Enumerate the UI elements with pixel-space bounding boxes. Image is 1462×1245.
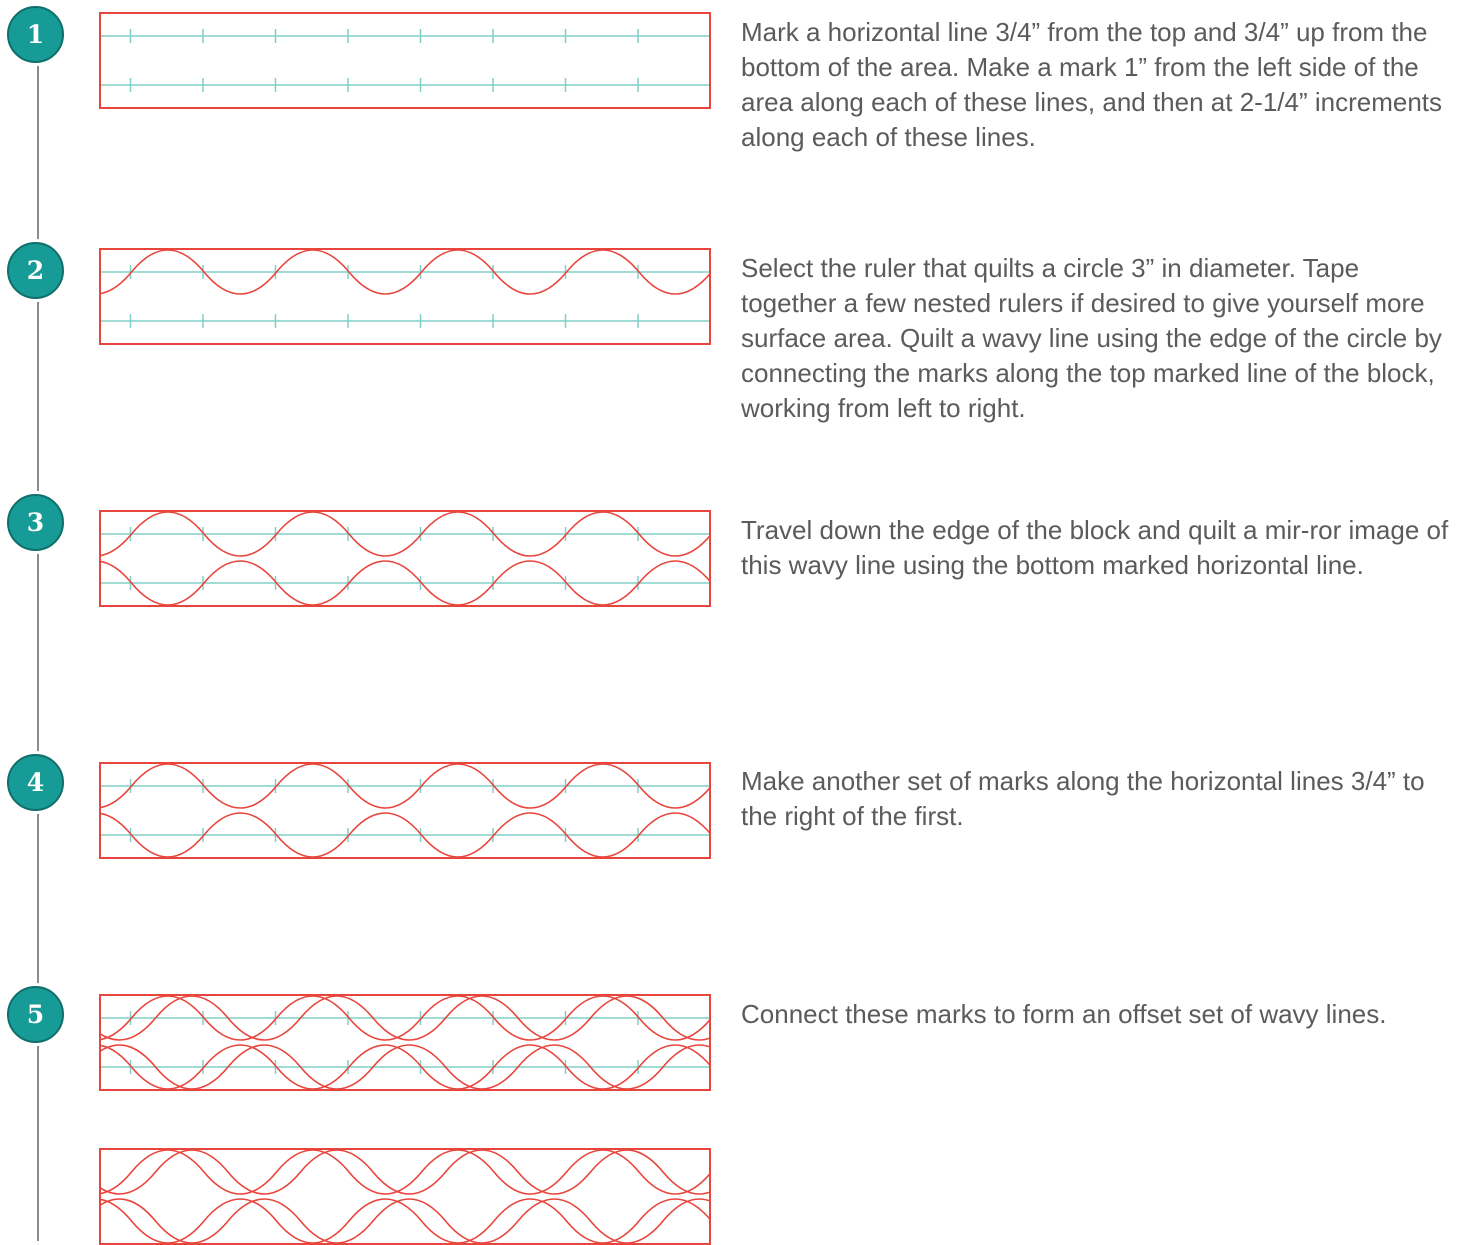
block-outline (99, 12, 711, 109)
step-number-badge: 3 (7, 494, 64, 551)
timeline-line (37, 30, 39, 1241)
block-outline (99, 248, 711, 345)
quilting-diagram (99, 12, 711, 109)
step-description: Travel down the edge of the block and qu… (741, 515, 1449, 580)
step-description: Mark a horizontal line 3/4” from the top… (741, 17, 1442, 152)
quilt-wave-line (99, 1149, 711, 1195)
diagram-canvas (99, 12, 711, 109)
quilt-wave-line (99, 249, 711, 295)
step-description: Select the ruler that quilts a circle 3”… (741, 253, 1442, 423)
diagram-canvas (99, 510, 711, 607)
quilt-wave-line (99, 1044, 711, 1090)
quilt-wave-line (99, 763, 711, 809)
quilt-wave-line (99, 995, 711, 1041)
step-number-badge: 4 (7, 754, 64, 811)
block-outline (99, 994, 711, 1091)
quilt-wave-line (99, 1198, 711, 1244)
block-outline (99, 510, 711, 607)
diagram-canvas (99, 762, 711, 859)
step-number-badge: 5 (7, 986, 64, 1043)
quilting-diagram (99, 994, 711, 1091)
step-number-badge: 2 (7, 242, 64, 299)
diagram-canvas (99, 1148, 711, 1245)
step-number-badge: 1 (7, 6, 64, 63)
block-outline (99, 762, 711, 859)
quilt-wave-line (99, 1198, 711, 1244)
quilt-wave-line (99, 560, 711, 606)
diagram-canvas (99, 248, 711, 345)
quilt-wave-line (99, 812, 711, 858)
step-description: Make another set of marks along the hori… (741, 766, 1425, 831)
quilting-diagram (99, 762, 711, 859)
block-outline (99, 1148, 711, 1245)
quilt-wave-line (99, 1044, 711, 1090)
final-quilting-diagram (99, 1148, 711, 1245)
quilt-wave-line (99, 1149, 711, 1195)
quilt-wave-line (99, 511, 711, 557)
quilting-diagram (99, 248, 711, 345)
diagram-canvas (99, 994, 711, 1091)
quilt-wave-line (99, 995, 711, 1041)
step-description: Connect these marks to form an offset se… (741, 999, 1387, 1029)
quilting-diagram (99, 510, 711, 607)
